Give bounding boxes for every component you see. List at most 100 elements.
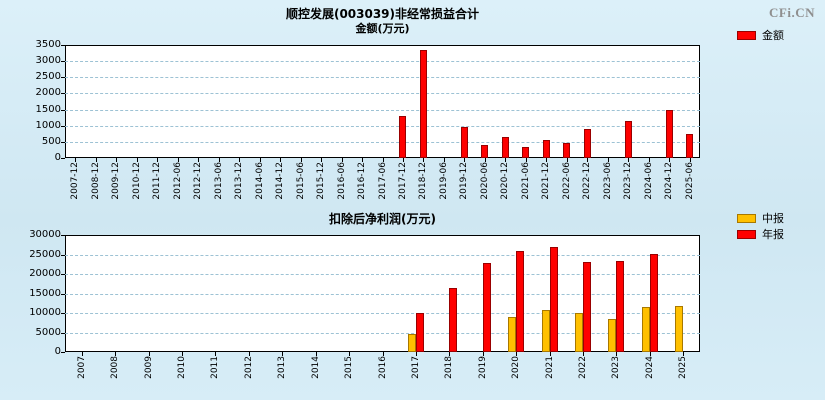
gridline: [65, 110, 700, 111]
x-tick-mark: [464, 158, 465, 162]
x-tick-mark: [342, 158, 343, 162]
top-chart-title: 顺控发展(003039)非经常损益合计: [285, 7, 480, 21]
x-tick-mark: [239, 158, 240, 162]
gridline: [65, 294, 700, 295]
legend-label: 中报: [762, 211, 784, 225]
cfi-logo: CFi.CN: [769, 5, 815, 20]
bar: [642, 307, 650, 352]
x-tick-mark: [546, 158, 547, 162]
x-tick-mark: [444, 158, 445, 162]
bar: [608, 319, 616, 352]
y-tick-label: 2000: [35, 87, 61, 98]
x-tick-mark: [449, 352, 450, 356]
x-tick-mark: [423, 158, 424, 162]
x-tick-mark: [137, 158, 138, 162]
bar: [399, 116, 406, 158]
y-tick-mark: [61, 294, 65, 295]
y-tick-label: 2500: [35, 71, 61, 82]
x-tick-label: 2017: [411, 356, 421, 379]
x-tick-mark: [628, 158, 629, 162]
x-tick-mark: [316, 352, 317, 356]
y-tick-mark: [61, 126, 65, 127]
legend-item: 中报: [737, 212, 784, 224]
legend-item: 年报: [737, 228, 784, 240]
bar: [542, 310, 550, 352]
bar: [616, 261, 624, 352]
y-tick-label: 5000: [35, 327, 61, 338]
x-tick-label: 2008: [110, 356, 120, 379]
x-tick-label: 2014: [311, 356, 321, 379]
y-tick-mark: [61, 352, 65, 353]
x-tick-mark: [608, 158, 609, 162]
bar: [563, 143, 570, 158]
bar: [675, 306, 683, 352]
y-tick-mark: [61, 274, 65, 275]
y-tick-label: 10000: [29, 307, 61, 318]
x-tick-mark: [505, 158, 506, 162]
x-tick-label: 2015: [344, 356, 354, 379]
x-tick-label: 2009: [144, 356, 154, 379]
x-tick-mark: [182, 352, 183, 356]
y-tick-mark: [61, 77, 65, 78]
bar: [461, 127, 468, 158]
bar: [408, 334, 416, 352]
x-tick-label: 2007: [77, 356, 87, 379]
x-tick-mark: [249, 352, 250, 356]
y-tick-label: 1000: [35, 120, 61, 131]
bar: [508, 317, 516, 352]
x-tick-label: 2019: [478, 356, 488, 379]
x-tick-mark: [219, 158, 220, 162]
x-tick-mark: [669, 158, 670, 162]
top-chart-subtitle: 金额(万元): [355, 22, 410, 35]
y-tick-label: 3500: [35, 39, 61, 50]
y-tick-mark: [61, 142, 65, 143]
x-tick-mark: [115, 352, 116, 356]
bar: [666, 110, 673, 158]
y-tick-label: 20000: [29, 268, 61, 279]
legend-swatch: [737, 213, 756, 223]
bar: [449, 288, 457, 352]
x-tick-mark: [485, 158, 486, 162]
y-tick-mark: [61, 93, 65, 94]
y-tick-mark: [61, 255, 65, 256]
gridline: [65, 274, 700, 275]
x-tick-mark: [650, 352, 651, 356]
y-tick-mark: [61, 61, 65, 62]
x-tick-mark: [301, 158, 302, 162]
gridline: [65, 61, 700, 62]
legend-swatch: [737, 30, 756, 40]
bar: [686, 134, 693, 158]
bottom-plot-area: [65, 235, 700, 352]
x-tick-mark: [198, 158, 199, 162]
gridline: [65, 255, 700, 256]
y-tick-label: 15000: [29, 288, 61, 299]
x-tick-mark: [157, 158, 158, 162]
x-tick-label: 2023: [611, 356, 621, 379]
bar: [416, 313, 424, 352]
x-tick-mark: [383, 158, 384, 162]
x-tick-mark: [690, 158, 691, 162]
y-tick-label: 0: [54, 346, 61, 357]
x-tick-mark: [260, 158, 261, 162]
x-tick-mark: [416, 352, 417, 356]
bar: [522, 147, 529, 158]
x-tick-label: 2022: [578, 356, 588, 379]
x-tick-label: 2021: [545, 356, 555, 379]
legend-item: 金额: [737, 29, 784, 41]
y-tick-mark: [61, 158, 65, 159]
x-tick-mark: [178, 158, 179, 162]
x-tick-mark: [75, 158, 76, 162]
y-tick-mark: [61, 333, 65, 334]
x-tick-label: 2024: [645, 356, 655, 379]
bottom-chart-title: 扣除后净利润(万元): [329, 212, 436, 226]
x-tick-label: 2011: [210, 356, 220, 379]
x-tick-mark: [483, 352, 484, 356]
x-tick-mark: [349, 352, 350, 356]
x-tick-mark: [215, 352, 216, 356]
x-tick-mark: [149, 352, 150, 356]
x-tick-mark: [321, 158, 322, 162]
gridline: [65, 126, 700, 127]
